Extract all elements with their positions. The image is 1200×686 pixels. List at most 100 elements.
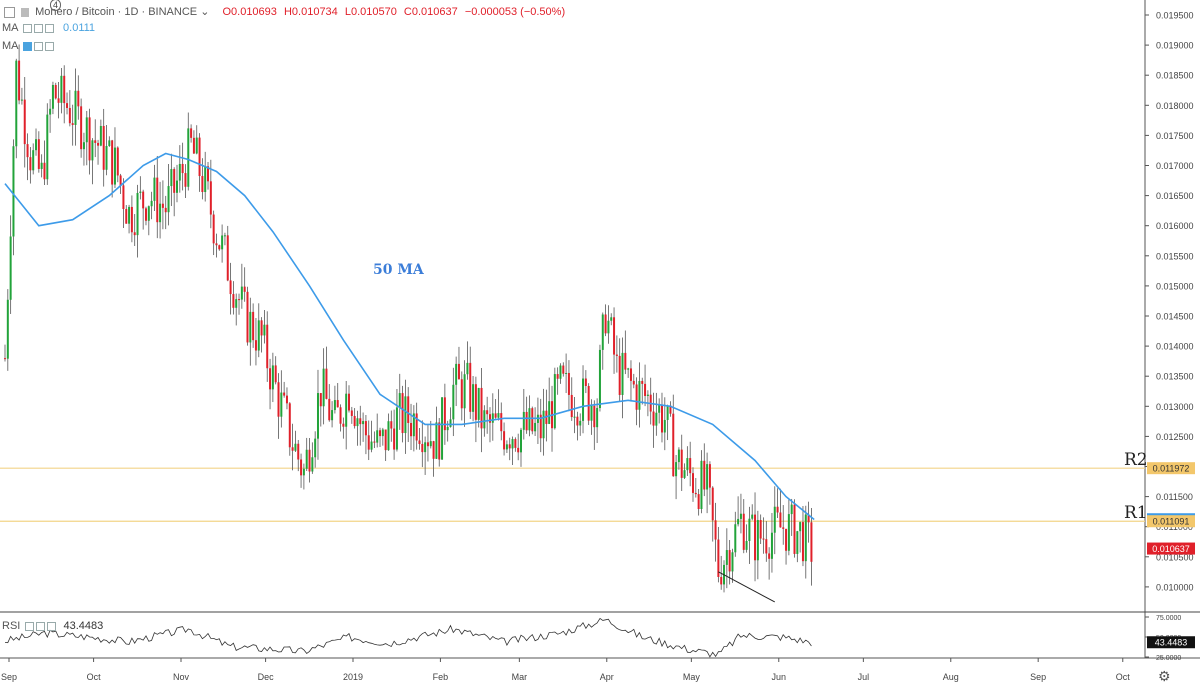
candle-body xyxy=(762,538,765,540)
candle-body xyxy=(799,522,802,532)
candle-body xyxy=(350,410,353,416)
candle-body xyxy=(491,413,494,423)
candle-body xyxy=(178,163,181,181)
candle-body xyxy=(810,522,813,562)
low-value: L0.010570 xyxy=(344,6,397,18)
candle-body xyxy=(291,447,294,451)
candle-body xyxy=(300,459,303,476)
x-tick-label: May xyxy=(683,672,701,682)
chevron-down-icon[interactable]: ⌄ xyxy=(200,6,210,18)
candle-body xyxy=(288,403,291,448)
candle-body xyxy=(505,444,508,450)
x-tick-label: Jul xyxy=(858,672,870,682)
candle-body xyxy=(613,317,616,355)
settings-icon[interactable] xyxy=(33,41,43,51)
candle-body xyxy=(494,413,497,418)
candle-body xyxy=(559,365,562,379)
eye-icon[interactable] xyxy=(22,23,32,33)
y-tick-label: 0.013500 xyxy=(1156,372,1194,382)
candle-body xyxy=(488,414,491,423)
x-tick-label: Aug xyxy=(943,672,959,682)
candle-body xyxy=(167,186,170,213)
close-icon[interactable] xyxy=(47,621,57,631)
hidden-eye-icon[interactable] xyxy=(22,41,32,51)
candle-body xyxy=(150,200,153,207)
close-icon[interactable] xyxy=(44,41,54,51)
symbol-title[interactable]: Monero / Bitcoin · 1D · BINANCE xyxy=(35,6,198,18)
candle-body xyxy=(708,464,711,488)
candle-body xyxy=(54,84,57,99)
candle-body xyxy=(751,514,754,519)
candle-body xyxy=(40,162,43,169)
candle-body xyxy=(328,398,331,421)
x-tick-label: 2019 xyxy=(343,672,363,682)
candle-body xyxy=(731,552,734,572)
candle-body xyxy=(742,513,745,550)
candle-body xyxy=(235,299,238,308)
candle-body xyxy=(796,531,799,554)
candle-body xyxy=(734,524,737,553)
candle-body xyxy=(646,394,649,396)
settings-icon[interactable] xyxy=(33,23,43,33)
gear-icon[interactable]: ⚙ xyxy=(1158,668,1171,684)
ma2-label[interactable]: MA xyxy=(2,40,18,52)
ma1-label[interactable]: MA xyxy=(2,22,18,34)
candle-body xyxy=(66,103,69,108)
collapse-icon[interactable] xyxy=(4,6,15,18)
candle-body xyxy=(142,191,145,209)
candle-body xyxy=(404,396,407,434)
rsi-value-tag-label: 43.4483 xyxy=(1155,638,1188,648)
candle-body xyxy=(593,405,596,428)
settings-icon[interactable] xyxy=(36,621,46,631)
candle-body xyxy=(641,380,644,384)
close-icon[interactable] xyxy=(44,23,54,33)
candle-body xyxy=(460,379,463,409)
alert-count-badge[interactable]: 4 xyxy=(50,0,61,11)
symbol-logo-icon xyxy=(21,7,30,17)
candle-body xyxy=(212,214,215,244)
candle-body xyxy=(15,60,18,147)
candle-body xyxy=(91,140,94,161)
candle-body xyxy=(677,449,680,463)
candle-body xyxy=(173,169,176,193)
candle-body xyxy=(706,464,709,490)
candle-body xyxy=(756,520,759,561)
candle-body xyxy=(221,235,224,250)
candle-body xyxy=(426,442,429,447)
candle-body xyxy=(283,392,286,396)
candle-body xyxy=(252,311,255,341)
x-tick-label: Nov xyxy=(173,672,190,682)
candle-body xyxy=(621,352,624,395)
candle-body xyxy=(768,553,771,559)
x-tick-label: Sep xyxy=(1,672,17,682)
candle-body xyxy=(356,418,359,427)
y-tick-label: 0.011500 xyxy=(1156,492,1193,502)
ma2-legend: MA xyxy=(2,40,54,52)
candle-body xyxy=(105,145,108,170)
candle-body xyxy=(156,177,159,223)
candle-body xyxy=(553,374,556,429)
candle-body xyxy=(88,117,91,161)
eye-icon[interactable] xyxy=(25,621,35,631)
candle-body xyxy=(480,387,483,429)
y-tick-label: 0.010000 xyxy=(1156,582,1194,592)
y-tick-label: 0.013000 xyxy=(1156,402,1194,412)
ma-annotation: 50 MA xyxy=(373,262,424,278)
candle-body xyxy=(249,311,252,343)
candle-body xyxy=(745,540,748,550)
candle-body xyxy=(807,514,810,523)
candle-body xyxy=(539,414,542,439)
candle-body xyxy=(576,416,579,426)
candle-body xyxy=(635,384,638,410)
rsi-label[interactable]: RSI xyxy=(2,620,21,632)
candle-body xyxy=(801,522,804,562)
candle-body xyxy=(113,147,116,185)
candle-body xyxy=(720,576,723,585)
candle-body xyxy=(316,393,319,439)
candle-body xyxy=(311,457,314,472)
candle-body xyxy=(181,163,184,174)
candle-body xyxy=(534,422,537,432)
candle-body xyxy=(790,504,793,515)
candle-body xyxy=(579,420,582,426)
